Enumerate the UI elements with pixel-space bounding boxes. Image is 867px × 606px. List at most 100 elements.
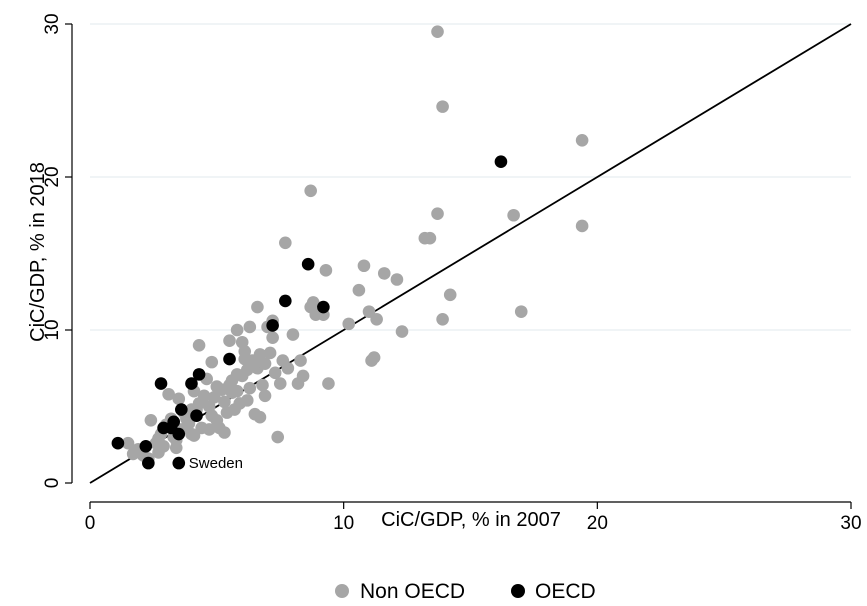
point-non-oecd-113 bbox=[294, 354, 307, 367]
point-oecd-7 bbox=[172, 427, 186, 441]
x-tick-label-30: 30 bbox=[840, 513, 861, 534]
point-non-oecd-112 bbox=[225, 374, 239, 387]
point-non-oecd-105 bbox=[152, 432, 165, 445]
point-non-oecd-86 bbox=[431, 207, 444, 221]
legend-marker-oecd bbox=[511, 584, 525, 598]
legend: Non OECD OECD bbox=[335, 580, 596, 603]
x-tick-label-10: 10 bbox=[333, 513, 354, 534]
point-oecd-10 bbox=[190, 409, 203, 422]
point-non-oecd-54 bbox=[271, 430, 285, 444]
point-non-oecd-74 bbox=[342, 317, 356, 331]
legend-label-oecd: OECD bbox=[535, 580, 596, 603]
point-oecd-0 bbox=[111, 436, 125, 450]
point-non-oecd-56 bbox=[281, 361, 295, 375]
y-tick-label-30: 30 bbox=[42, 13, 63, 34]
legend-marker-non-oecd bbox=[335, 584, 349, 598]
point-non-oecd-92 bbox=[514, 305, 528, 318]
point-non-oecd-71 bbox=[279, 236, 292, 250]
point-oecd-15 bbox=[301, 257, 315, 271]
point-non-oecd-25 bbox=[197, 389, 211, 403]
point-non-oecd-81 bbox=[377, 267, 391, 280]
point-non-oecd-59 bbox=[296, 369, 310, 383]
point-non-oecd-70 bbox=[251, 300, 264, 314]
point-non-oecd-49 bbox=[258, 357, 272, 370]
point-oecd-17 bbox=[494, 155, 508, 168]
point-oecd-16 bbox=[317, 300, 330, 314]
point-non-oecd-63 bbox=[322, 377, 335, 390]
point-non-oecd-69 bbox=[243, 320, 257, 334]
point-non-oecd-87 bbox=[436, 312, 449, 326]
point-non-oecd-108 bbox=[210, 413, 224, 427]
point-oecd-1 bbox=[139, 439, 153, 453]
point-non-oecd-96 bbox=[187, 429, 201, 442]
legend-label-non-oecd: Non OECD bbox=[360, 580, 465, 603]
point-non-oecd-79 bbox=[367, 351, 381, 364]
point-non-oecd-100 bbox=[238, 352, 252, 366]
point-non-oecd-93 bbox=[575, 133, 589, 147]
point-non-oecd-94 bbox=[575, 219, 589, 233]
point-non-oecd-85 bbox=[423, 231, 437, 245]
axes-layer: 0 10 20 30 0 10 20 30 bbox=[42, 13, 862, 534]
point-non-oecd-76 bbox=[357, 259, 371, 273]
x-axis-title: CiC/GDP, % in 2007 bbox=[381, 509, 561, 531]
point-oecd-8 bbox=[175, 403, 188, 416]
point-non-oecd-29 bbox=[207, 391, 221, 404]
point-non-oecd-67 bbox=[230, 323, 244, 337]
point-non-oecd-0 bbox=[121, 436, 135, 450]
y-tick-label-10: 10 bbox=[42, 319, 63, 340]
point-non-oecd-99 bbox=[253, 410, 267, 424]
point-oecd-6 bbox=[167, 415, 181, 429]
point-non-oecd-51 bbox=[263, 346, 277, 360]
point-non-oecd-19 bbox=[182, 417, 196, 430]
y-axis-title: CiC/GDP, % in 2018 bbox=[27, 162, 49, 342]
annotation-label-0: Sweden bbox=[189, 455, 243, 472]
x-tick-label-0: 0 bbox=[85, 513, 96, 534]
reference-line-45deg bbox=[89, 23, 852, 484]
point-non-oecd-64 bbox=[192, 339, 206, 352]
point-non-oecd-53 bbox=[268, 366, 282, 380]
point-non-oecd-88 bbox=[443, 288, 457, 302]
point-non-oecd-73 bbox=[319, 264, 333, 277]
point-non-oecd-98 bbox=[218, 426, 231, 439]
point-non-oecd-66 bbox=[223, 334, 236, 348]
point-non-oecd-111 bbox=[248, 357, 262, 370]
point-non-oecd-104 bbox=[169, 441, 183, 455]
point-non-oecd-80 bbox=[370, 312, 383, 326]
y-tick-label-0: 0 bbox=[42, 478, 63, 489]
point-non-oecd-38 bbox=[230, 384, 244, 398]
point-non-oecd-72 bbox=[304, 184, 317, 198]
point-non-oecd-57 bbox=[286, 328, 300, 341]
point-non-oecd-95 bbox=[306, 296, 320, 309]
point-oecd-12 bbox=[223, 352, 236, 366]
point-oecd-18 bbox=[172, 456, 186, 470]
point-oecd-3 bbox=[154, 377, 168, 390]
point-non-oecd-106 bbox=[273, 377, 287, 390]
point-non-oecd-48 bbox=[256, 378, 269, 392]
point-non-oecd-90 bbox=[436, 100, 449, 113]
point-oecd-13 bbox=[266, 319, 279, 332]
point-non-oecd-5 bbox=[144, 413, 158, 427]
point-non-oecd-75 bbox=[352, 283, 366, 297]
point-non-oecd-68 bbox=[235, 335, 249, 349]
points-layer bbox=[111, 25, 589, 470]
reference-line-layer bbox=[89, 23, 852, 484]
point-non-oecd-65 bbox=[205, 355, 219, 369]
point-oecd-14 bbox=[279, 294, 292, 308]
point-non-oecd-82 bbox=[390, 273, 404, 286]
point-oecd-11 bbox=[192, 368, 206, 381]
y-tick-label-20: 20 bbox=[42, 166, 63, 187]
point-non-oecd-91 bbox=[507, 208, 520, 222]
point-oecd-9 bbox=[185, 377, 198, 390]
point-non-oecd-43 bbox=[243, 381, 257, 395]
point-non-oecd-33 bbox=[218, 395, 231, 409]
point-non-oecd-77 bbox=[362, 305, 376, 318]
point-non-oecd-83 bbox=[395, 325, 409, 338]
point-non-oecd-89 bbox=[431, 25, 444, 38]
point-oecd-2 bbox=[142, 456, 155, 470]
point-non-oecd-47 bbox=[253, 348, 267, 361]
point-non-oecd-97 bbox=[202, 423, 216, 436]
x-tick-label-20: 20 bbox=[587, 513, 608, 534]
point-non-oecd-110 bbox=[266, 331, 279, 344]
